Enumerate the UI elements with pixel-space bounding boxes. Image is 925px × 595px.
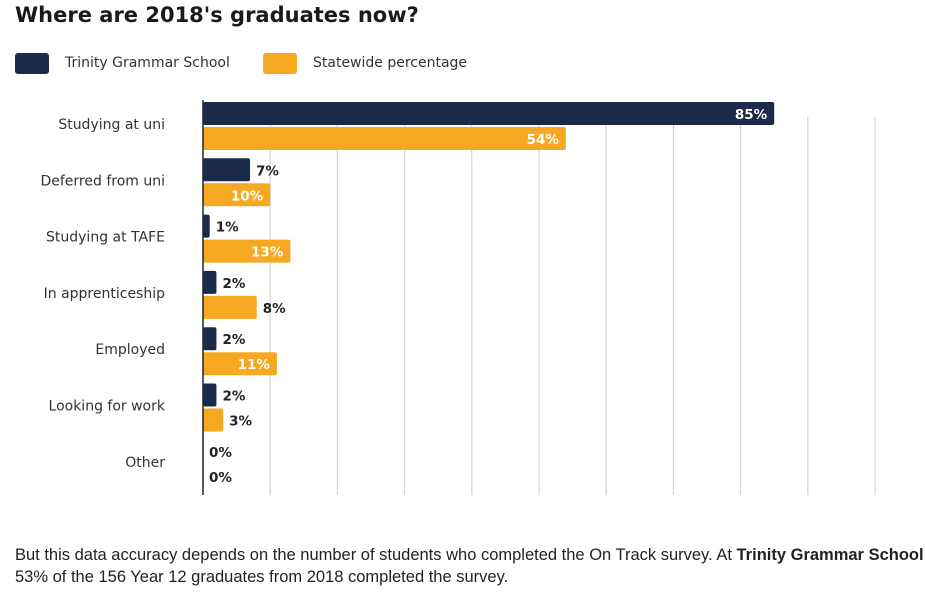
data-label-school: 7% <box>256 163 279 179</box>
category-label: Studying at uni <box>58 117 165 133</box>
data-label-school: 1% <box>216 220 239 236</box>
footnote: But this data accuracy depends on the nu… <box>15 544 925 588</box>
data-label-school: 85% <box>735 107 768 123</box>
category-label: Deferred from uni <box>40 173 165 189</box>
legend-label-state: Statewide percentage <box>313 55 468 71</box>
category-label: Other <box>125 455 165 471</box>
legend-label-school: Trinity Grammar School <box>65 55 230 71</box>
bar-state <box>203 295 257 319</box>
bar-state <box>203 408 224 432</box>
data-label-state: 11% <box>238 357 271 373</box>
category-label: Looking for work <box>49 399 166 415</box>
category-label: In apprenticeship <box>44 286 165 302</box>
bar-school <box>203 158 251 182</box>
category-label: Studying at TAFE <box>46 230 165 246</box>
footnote-text-start: But this data accuracy depends on the nu… <box>15 546 737 564</box>
data-label-state: 54% <box>527 132 560 148</box>
data-label-state: 0% <box>209 470 232 486</box>
bar-state <box>203 239 291 263</box>
footnote-text-end: 53% of the 156 Year 12 graduates from 20… <box>15 568 509 586</box>
bar-state <box>203 127 566 150</box>
data-label-school: 2% <box>222 276 245 292</box>
chart-title: Where are 2018's graduates now? <box>15 3 419 27</box>
data-label-state: 8% <box>263 301 286 317</box>
data-label-school: 2% <box>222 332 245 348</box>
data-label-school: 0% <box>209 445 232 461</box>
bar-school <box>203 102 775 125</box>
bar-school <box>203 327 217 351</box>
data-label-state: 3% <box>229 414 252 430</box>
bar-state <box>203 183 271 207</box>
legend-swatch-school <box>15 53 49 74</box>
bar-chart: Studying at uni 85% 54% Deferred from uni 7%… <box>40 100 876 495</box>
bar-state <box>203 352 277 376</box>
bar-school <box>203 270 217 294</box>
footnote-school-name: Trinity Grammar School <box>736 546 924 564</box>
data-label-school: 2% <box>222 389 245 405</box>
data-label-state: 13% <box>251 245 284 261</box>
bar-school <box>203 383 217 407</box>
bar-school <box>203 214 210 238</box>
legend-swatch-state <box>263 53 297 74</box>
data-label-state: 10% <box>231 188 264 204</box>
category-label: Employed <box>95 342 165 358</box>
